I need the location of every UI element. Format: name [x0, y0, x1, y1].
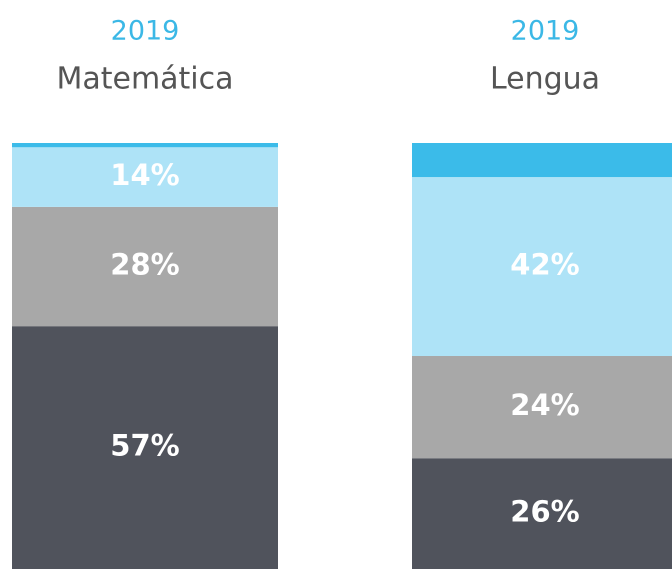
category-label: Matemática — [56, 62, 233, 97]
value-label: 57% — [110, 429, 179, 463]
bar-segment — [412, 458, 672, 569]
bar-segment — [12, 143, 278, 148]
bar-segment — [12, 326, 278, 569]
bar-segment — [12, 147, 278, 207]
bar-segment — [412, 177, 672, 356]
bar-segment — [12, 206, 278, 327]
bar-segment — [412, 356, 672, 459]
value-label: 26% — [510, 495, 579, 529]
value-label: 28% — [110, 248, 179, 282]
value-label: 14% — [110, 158, 179, 192]
value-label: 42% — [510, 248, 579, 282]
year-label: 2019 — [511, 16, 580, 47]
bar-segment — [412, 143, 672, 178]
year-label: 2019 — [111, 16, 180, 47]
value-label: 24% — [510, 388, 579, 422]
category-label: Lengua — [490, 62, 600, 97]
